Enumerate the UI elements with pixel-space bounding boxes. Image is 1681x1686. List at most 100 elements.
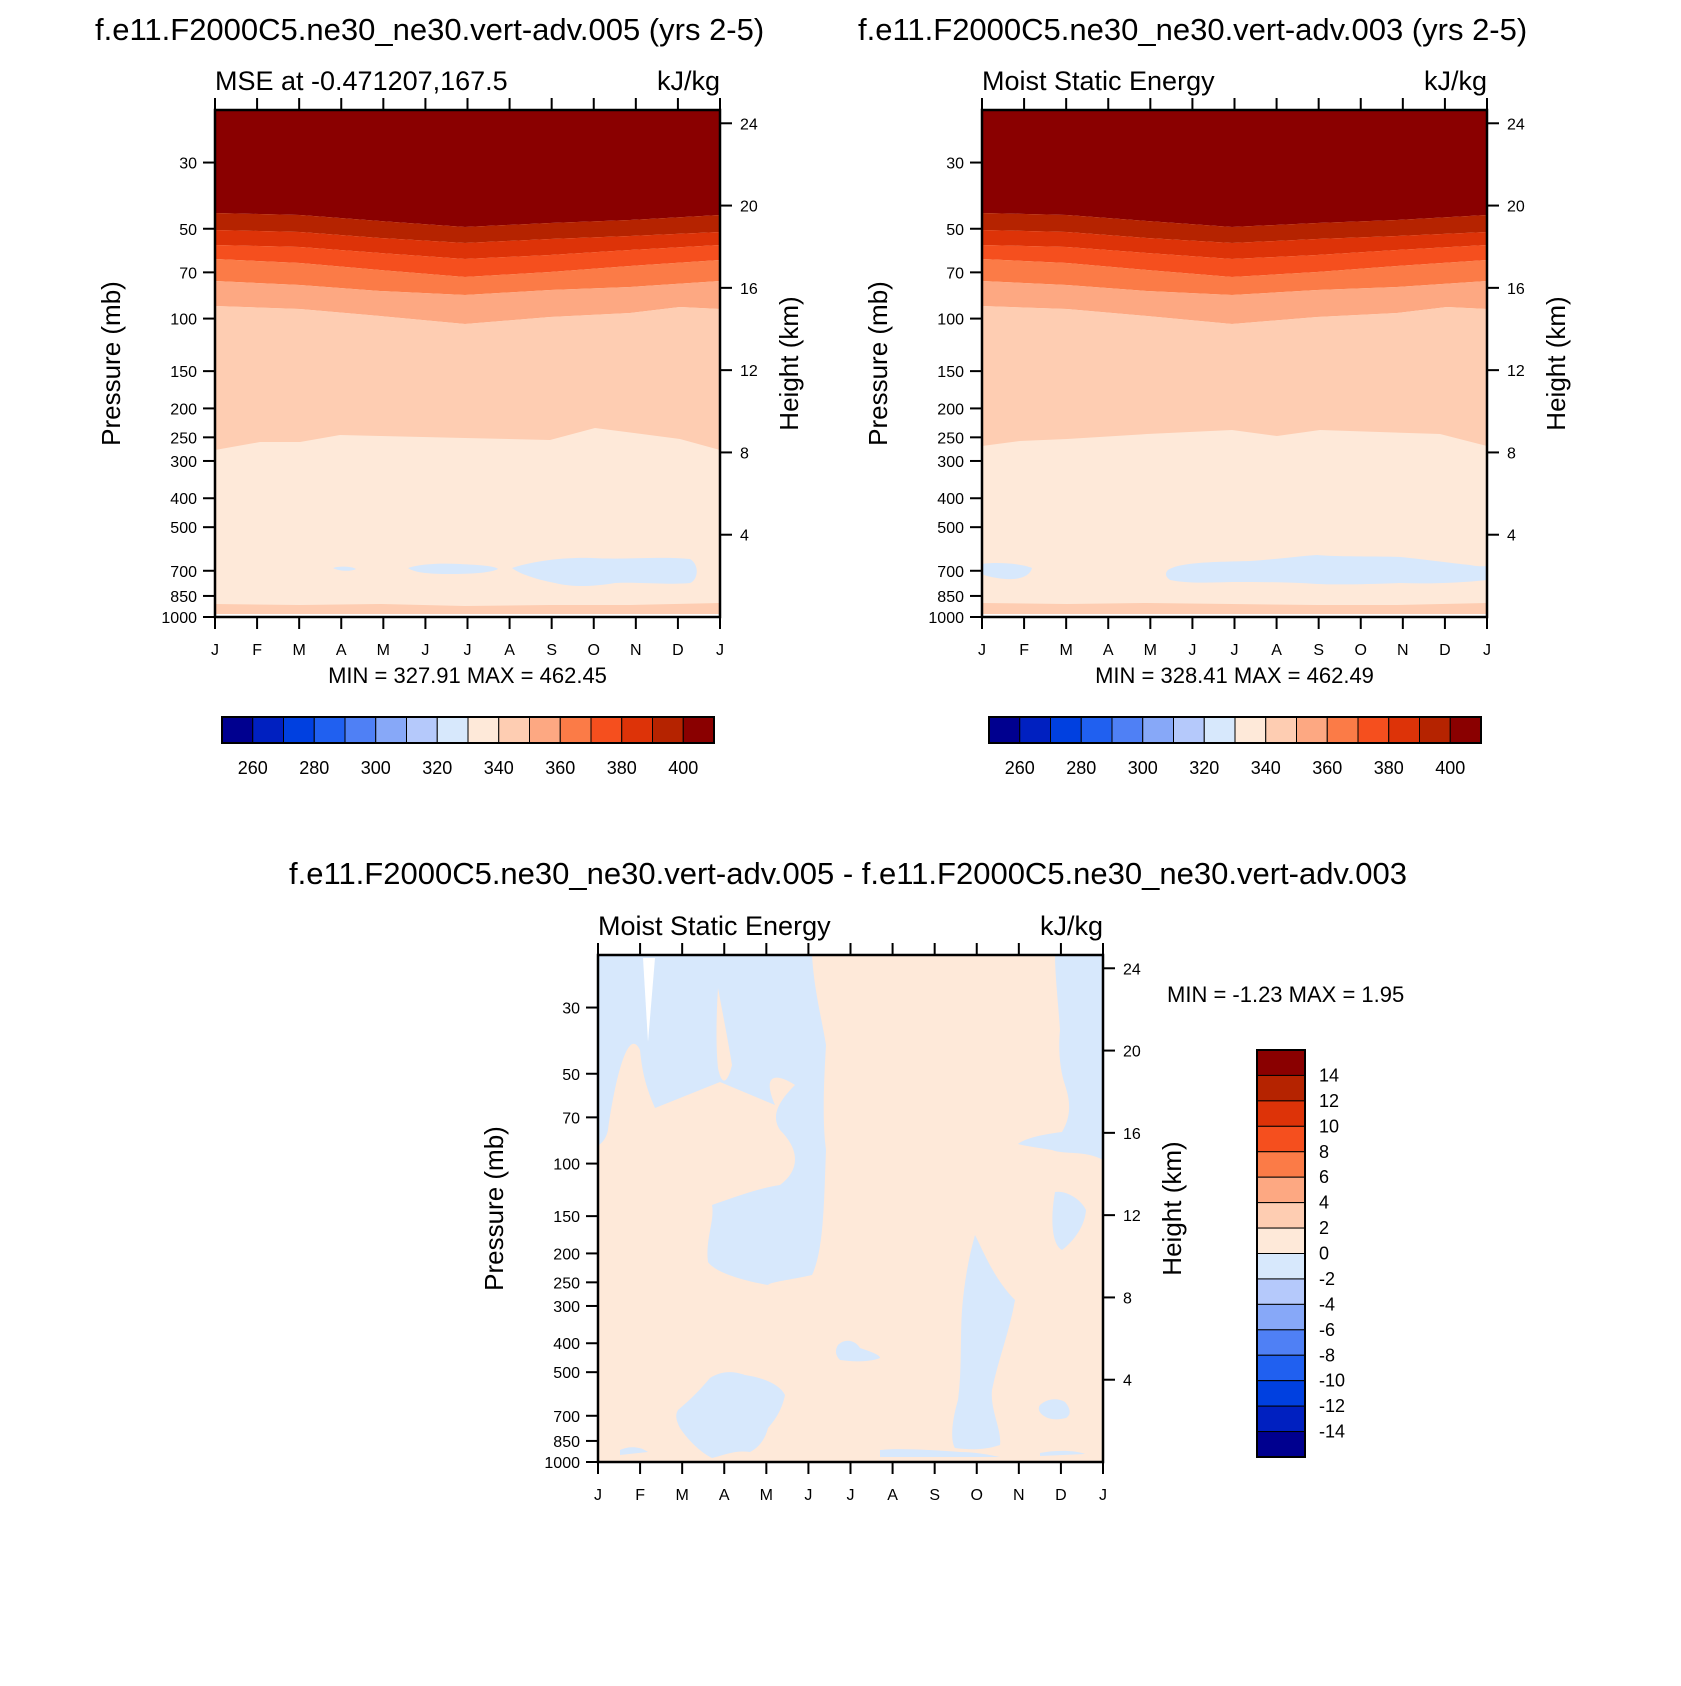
pressure-tick-label: 500 xyxy=(937,520,964,537)
pressure-tick-label: 250 xyxy=(553,1275,580,1292)
month-label: A xyxy=(504,642,515,659)
colorbar-label: 14 xyxy=(1319,1065,1339,1085)
colorbar-swatch xyxy=(1256,1049,1306,1076)
colorbar-swatch xyxy=(590,716,623,744)
colorbar-swatch xyxy=(1256,1431,1306,1458)
colorbar-label: 300 xyxy=(361,758,391,778)
month-label: A xyxy=(1103,642,1114,659)
pressure-tick-label: 30 xyxy=(179,156,197,173)
month-label: J xyxy=(594,1487,602,1504)
y-axis-label: Pressure (mb) xyxy=(479,1126,509,1291)
pressure-tick-label: 300 xyxy=(553,1299,580,1316)
colorbar-swatch xyxy=(988,716,1021,744)
colorbar-label: 10 xyxy=(1319,1116,1339,1136)
pressure-tick-label: 30 xyxy=(946,156,964,173)
colorbar-swatch xyxy=(1256,1278,1306,1305)
colorbar-swatch xyxy=(1256,1303,1306,1331)
pressure-tick-label: 400 xyxy=(170,491,197,508)
height-tick-label: 16 xyxy=(1123,1126,1141,1143)
pressure-tick-label: 50 xyxy=(946,222,964,239)
pressure-tick-label: 400 xyxy=(553,1336,580,1353)
month-label: J xyxy=(1483,642,1491,659)
title-left: f.e11.F2000C5.ne30_ne30.vert-adv.005 (yr… xyxy=(95,12,764,47)
colorbar-swatch xyxy=(1388,716,1420,744)
pressure-tick-label: 700 xyxy=(553,1409,580,1426)
month-label: F xyxy=(252,642,262,659)
colorbar-swatch xyxy=(1256,1380,1306,1407)
colorbar-swatch xyxy=(1419,716,1451,744)
month-label: J xyxy=(421,642,429,659)
y-axis-label: Pressure (mb) xyxy=(863,281,893,446)
colorbar-label: -8 xyxy=(1319,1345,1335,1365)
height-tick-label: 24 xyxy=(740,116,758,133)
month-label: J xyxy=(847,1487,855,1504)
pressure-tick-label: 500 xyxy=(553,1365,580,1382)
units-label: kJ/kg xyxy=(1424,66,1487,96)
month-label: J xyxy=(804,1487,812,1504)
month-label: O xyxy=(588,642,600,659)
colorbar-label: 360 xyxy=(545,758,575,778)
month-label: O xyxy=(1355,642,1367,659)
pressure-tick-label: 70 xyxy=(179,265,197,282)
colorbar-swatch xyxy=(467,716,500,744)
colorbar-label: 300 xyxy=(1128,758,1158,778)
pressure-tick-label: 100 xyxy=(170,312,197,329)
y-axis-label-right: Height (km) xyxy=(1541,296,1571,430)
month-label: A xyxy=(719,1487,730,1504)
colorbar-swatch xyxy=(313,716,346,744)
title-diff: f.e11.F2000C5.ne30_ne30.vert-adv.005 - f… xyxy=(289,856,1407,891)
height-tick-label: 8 xyxy=(740,445,749,462)
colorbar-label: 380 xyxy=(1374,758,1404,778)
colorbar-label: 400 xyxy=(1435,758,1465,778)
month-label: S xyxy=(929,1487,940,1504)
pressure-tick-label: 70 xyxy=(946,265,964,282)
colorbar-swatch xyxy=(1173,716,1205,744)
month-label: M xyxy=(676,1487,689,1504)
month-label: J xyxy=(716,642,724,659)
colorbar-swatch xyxy=(1111,716,1144,744)
colorbar-swatch xyxy=(252,716,284,744)
month-label: F xyxy=(1019,642,1029,659)
pressure-tick-label: 200 xyxy=(937,401,964,418)
pressure-tick-label: 200 xyxy=(170,401,197,418)
contour-fill xyxy=(598,955,1103,1462)
colorbar-swatch xyxy=(1256,1253,1306,1280)
colorbar-swatch xyxy=(1256,1074,1306,1102)
colorbar-swatch xyxy=(1234,716,1267,744)
colorbar-label: -4 xyxy=(1319,1294,1335,1314)
pressure-tick-label: 150 xyxy=(937,364,964,381)
colorbar-swatch xyxy=(344,716,377,744)
colorbar-frame xyxy=(988,716,1482,744)
colorbar-swatch xyxy=(221,716,254,744)
pressure-tick-label: 1000 xyxy=(928,610,964,627)
pressure-tick-label: 850 xyxy=(170,589,197,606)
height-tick-label: 12 xyxy=(1507,363,1525,380)
month-label: J xyxy=(211,642,219,659)
height-tick-label: 20 xyxy=(740,199,758,216)
month-label: F xyxy=(635,1487,645,1504)
colorbar-swatch xyxy=(1256,1176,1306,1204)
pressure-tick-label: 700 xyxy=(937,564,964,581)
panel-right xyxy=(980,108,1489,619)
colorbar-swatch xyxy=(1256,1405,1306,1433)
colorbar-swatch xyxy=(1265,716,1297,744)
panel-diff: MIN = -1.23 MAX = 1.95 xyxy=(596,953,1404,1464)
month-label: J xyxy=(1188,642,1196,659)
pressure-tick-label: 70 xyxy=(562,1110,580,1127)
colorbar-swatch xyxy=(1142,716,1174,744)
month-label: J xyxy=(1231,642,1239,659)
height-tick-label: 24 xyxy=(1507,116,1525,133)
colorbar-swatch xyxy=(621,716,653,744)
colorbar-label: 6 xyxy=(1319,1167,1329,1187)
colorbar-swatch xyxy=(1080,716,1113,744)
pressure-tick-label: 250 xyxy=(170,430,197,447)
pressure-tick-label: 1000 xyxy=(544,1455,580,1472)
colorbar-swatch xyxy=(1256,1151,1306,1178)
height-tick-label: 4 xyxy=(1507,528,1516,545)
panel-left xyxy=(213,108,722,619)
y-axis-label-right: Height (km) xyxy=(1157,1141,1187,1275)
contour-fill xyxy=(215,110,720,617)
units-label: kJ/kg xyxy=(657,66,720,96)
